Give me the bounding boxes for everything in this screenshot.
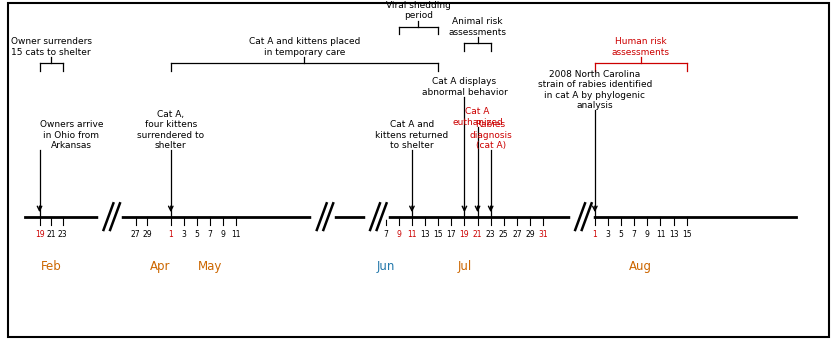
Text: 23: 23 — [485, 230, 495, 239]
Text: 3: 3 — [604, 230, 609, 239]
Text: 7: 7 — [631, 230, 636, 239]
Text: 25: 25 — [498, 230, 508, 239]
Text: 15: 15 — [433, 230, 442, 239]
Text: 17: 17 — [446, 230, 456, 239]
Text: Cat A,
four kittens
surrendered to
shelter: Cat A, four kittens surrendered to shelt… — [137, 110, 204, 150]
Text: Owners arrive
in Ohio from
Arkansas: Owners arrive in Ohio from Arkansas — [39, 120, 103, 150]
Text: 19: 19 — [34, 230, 44, 239]
Text: 9: 9 — [645, 230, 649, 239]
Text: 7: 7 — [383, 230, 388, 239]
Text: Jul: Jul — [456, 260, 471, 273]
Text: Cat A displays
abnormal behavior: Cat A displays abnormal behavior — [421, 77, 507, 97]
Text: 13: 13 — [420, 230, 430, 239]
Text: Cat A
euthanized: Cat A euthanized — [451, 107, 502, 127]
Text: Owner surrenders
15 cats to shelter: Owner surrenders 15 cats to shelter — [11, 37, 91, 57]
Text: Aug: Aug — [629, 260, 651, 273]
Text: 5: 5 — [194, 230, 199, 239]
Text: 23: 23 — [58, 230, 67, 239]
Text: 2008 North Carolina
strain of rabies identified
in cat A by phylogenic
analysis: 2008 North Carolina strain of rabies ide… — [537, 70, 651, 110]
Text: Rabies
diagnosis
(cat A): Rabies diagnosis (cat A) — [469, 120, 512, 150]
Text: Feb: Feb — [41, 260, 61, 273]
Text: Apr: Apr — [150, 260, 171, 273]
Text: 29: 29 — [525, 230, 534, 239]
Text: 29: 29 — [142, 230, 151, 239]
Text: 9: 9 — [396, 230, 400, 239]
Text: Viral shedding
period: Viral shedding period — [385, 1, 451, 20]
Text: 13: 13 — [668, 230, 678, 239]
Text: May: May — [198, 260, 222, 273]
Text: 15: 15 — [681, 230, 691, 239]
Text: 27: 27 — [130, 230, 140, 239]
Text: Animal risk
assessments: Animal risk assessments — [448, 17, 506, 37]
Text: 3: 3 — [181, 230, 186, 239]
Text: 11: 11 — [232, 230, 241, 239]
Text: 9: 9 — [221, 230, 226, 239]
Text: 31: 31 — [538, 230, 548, 239]
Text: 1: 1 — [168, 230, 173, 239]
Text: 21: 21 — [46, 230, 56, 239]
Text: 7: 7 — [207, 230, 212, 239]
Text: Cat A and
kittens returned
to shelter: Cat A and kittens returned to shelter — [375, 120, 448, 150]
Text: Jun: Jun — [376, 260, 395, 273]
Text: Human risk
assessments: Human risk assessments — [611, 37, 669, 57]
Text: 19: 19 — [459, 230, 469, 239]
Text: 11: 11 — [406, 230, 416, 239]
Text: 5: 5 — [618, 230, 623, 239]
Text: 27: 27 — [512, 230, 521, 239]
Text: 1: 1 — [592, 230, 597, 239]
Text: 21: 21 — [472, 230, 482, 239]
Text: 11: 11 — [655, 230, 665, 239]
Text: Cat A and kittens placed
in temporary care: Cat A and kittens placed in temporary ca… — [248, 37, 359, 57]
